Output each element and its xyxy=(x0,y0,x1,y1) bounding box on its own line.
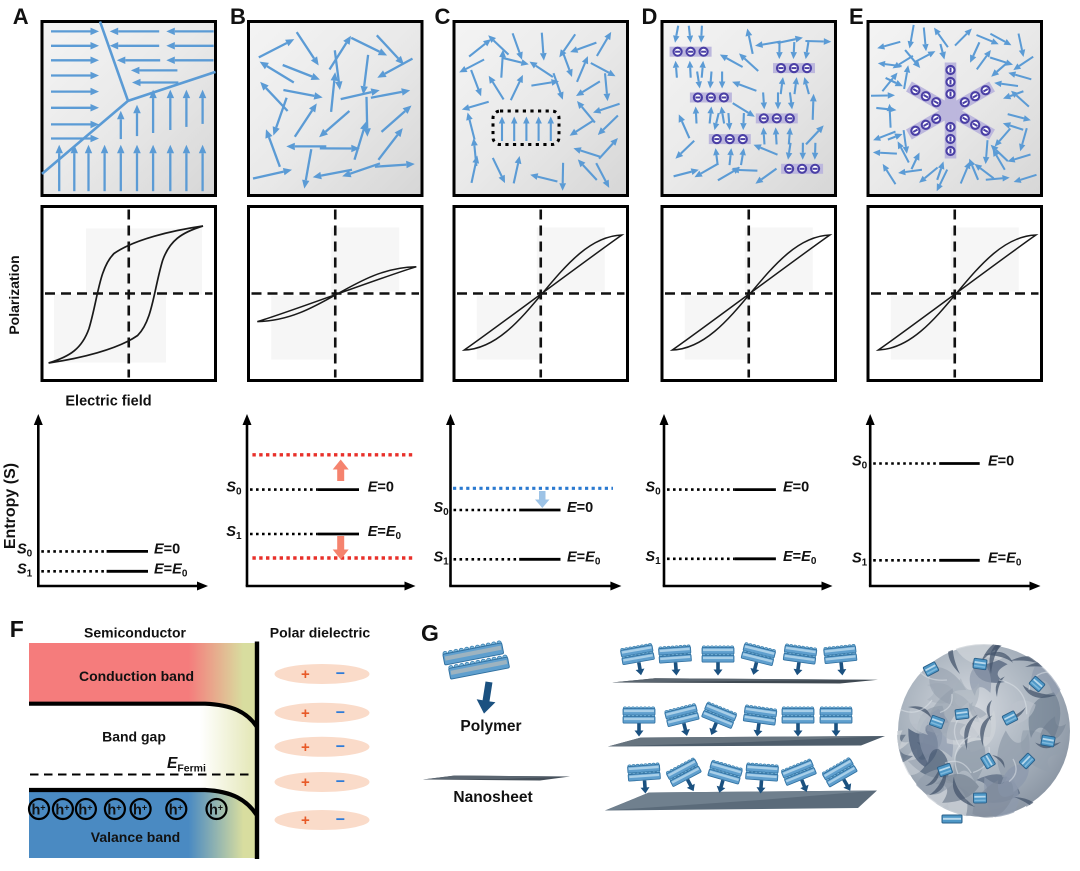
svg-text:B: B xyxy=(230,4,246,29)
svg-text:A: A xyxy=(13,4,29,29)
svg-text:C: C xyxy=(435,4,451,29)
svg-text:+: + xyxy=(301,739,310,756)
svg-text:−: − xyxy=(336,774,345,791)
svg-text:G: G xyxy=(421,620,439,646)
svg-text:+: + xyxy=(301,666,310,683)
svg-text:F: F xyxy=(10,616,24,642)
svg-text:E=0: E=0 xyxy=(368,480,394,496)
svg-text:−: − xyxy=(336,666,345,683)
svg-text:E=0: E=0 xyxy=(154,541,180,557)
svg-text:D: D xyxy=(642,4,658,29)
svg-text:Conduction band: Conduction band xyxy=(79,668,194,684)
svg-text:E=E0: E=E0 xyxy=(783,549,817,567)
svg-text:−: − xyxy=(336,738,345,755)
svg-text:Valance band: Valance band xyxy=(91,829,180,845)
svg-text:E=0: E=0 xyxy=(783,480,809,496)
svg-text:E=E0: E=E0 xyxy=(988,550,1022,568)
svg-text:E=E0: E=E0 xyxy=(154,561,188,579)
svg-text:+: + xyxy=(301,705,310,722)
svg-text:E=E0: E=E0 xyxy=(368,524,402,542)
svg-text:Semiconductor: Semiconductor xyxy=(84,625,186,641)
svg-text:Entropy (S): Entropy (S) xyxy=(2,463,19,549)
svg-text:Polymer: Polymer xyxy=(460,718,521,735)
svg-text:Polarization: Polarization xyxy=(6,255,22,334)
svg-text:Nanosheet: Nanosheet xyxy=(453,789,532,806)
svg-text:E=0: E=0 xyxy=(567,500,593,516)
svg-text:+: + xyxy=(301,774,310,791)
svg-text:E: E xyxy=(849,4,864,29)
svg-text:Electric field: Electric field xyxy=(65,394,151,410)
svg-text:−: − xyxy=(336,812,345,829)
svg-text:+: + xyxy=(301,812,310,829)
svg-text:−: − xyxy=(336,704,345,721)
svg-text:E=E0: E=E0 xyxy=(567,549,601,567)
svg-text:Polar dielectric: Polar dielectric xyxy=(270,625,371,641)
svg-text:Band gap: Band gap xyxy=(102,729,166,745)
svg-text:E=0: E=0 xyxy=(988,454,1014,470)
